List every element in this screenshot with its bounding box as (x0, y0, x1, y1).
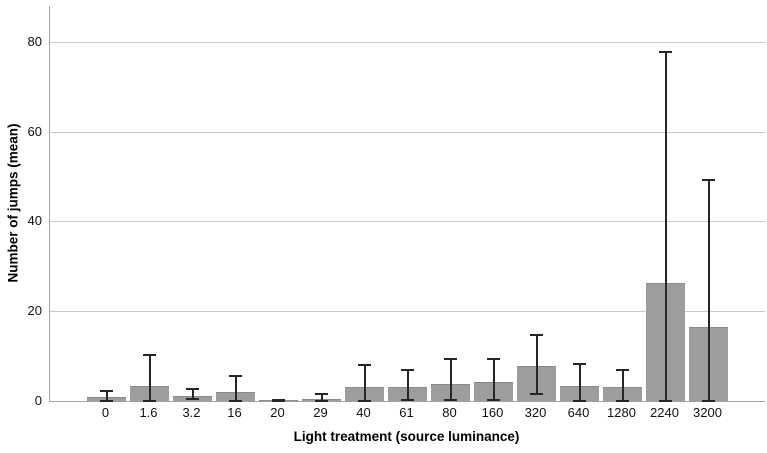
error-bar (406, 370, 409, 401)
error-bar-cap (358, 364, 371, 367)
error-bar-cap (444, 358, 457, 361)
y-tick-label: 60 (27, 123, 42, 139)
x-tick-label: 3.2 (182, 405, 201, 420)
error-bar (664, 52, 667, 401)
x-tick-label: 0 (101, 405, 110, 420)
error-bar-cap (487, 357, 500, 360)
error-bar-cap (530, 393, 543, 396)
error-bar-cap (702, 400, 715, 402)
x-tick-label: 1.6 (139, 405, 158, 420)
error-bar-cap (186, 388, 199, 391)
error-bar-cap (659, 51, 672, 54)
x-tick-label: 160 (481, 405, 504, 420)
y-tick-label: 20 (27, 303, 42, 319)
x-axis-title: Light treatment (source luminance) (293, 429, 520, 444)
error-bar-cap (573, 400, 586, 402)
error-bar-cap (272, 400, 285, 402)
error-bar (449, 359, 452, 401)
error-bar-cap (702, 178, 715, 181)
x-tick-label: 80 (442, 405, 457, 420)
error-bar-cap (315, 399, 328, 402)
error-bar-cap (659, 400, 672, 402)
error-bar-cap (143, 353, 156, 356)
error-bar-cap (100, 399, 113, 402)
error-bar (191, 389, 194, 400)
error-bar-cap (229, 400, 242, 402)
error-bar-cap (444, 399, 457, 402)
error-bar-cap (401, 369, 414, 372)
error-bar (148, 354, 151, 401)
y-axis-title: Number of jumps (mean) (5, 123, 21, 283)
x-tick-label: 3200 (693, 405, 722, 420)
x-tick-label: 16 (227, 405, 242, 420)
gridline (50, 131, 765, 133)
x-tick-label: 640 (567, 405, 590, 420)
error-bar-cap (143, 400, 156, 402)
gridline (50, 311, 765, 313)
error-bar-cap (315, 393, 328, 396)
error-bar (707, 179, 710, 401)
error-bar (363, 365, 366, 401)
gridline (50, 41, 765, 43)
error-bar-cap (272, 398, 285, 401)
x-tick-label: 1280 (607, 405, 636, 420)
error-bar (320, 394, 323, 401)
x-tick-label: 2240 (650, 405, 679, 420)
x-tick-label: 61 (399, 405, 414, 420)
x-tick-label: 20 (270, 405, 285, 420)
error-bar (492, 358, 495, 401)
y-tick-label: 0 (34, 393, 42, 408)
error-bar (234, 375, 237, 401)
error-bar (621, 370, 624, 401)
x-tick-label: 29 (313, 405, 328, 420)
error-bar-cap (530, 333, 543, 336)
error-bar-cap (616, 369, 629, 372)
error-bar-cap (487, 399, 500, 402)
error-bar-cap (100, 389, 113, 392)
error-bar-cap (358, 399, 371, 402)
error-bar-cap (616, 400, 629, 402)
error-bar-cap (401, 399, 414, 402)
error-bar-cap (229, 374, 242, 377)
error-bar-cap (186, 398, 199, 401)
error-bar (105, 390, 108, 401)
error-bar (535, 334, 538, 395)
x-tick-label: 320 (524, 405, 547, 420)
x-tick-label: 40 (356, 405, 371, 420)
error-bar (578, 364, 581, 401)
plot-area (49, 6, 765, 402)
gridline (50, 221, 765, 223)
error-bar-cap (573, 363, 586, 366)
y-tick-label: 80 (27, 33, 42, 49)
y-tick-label: 40 (27, 213, 42, 229)
